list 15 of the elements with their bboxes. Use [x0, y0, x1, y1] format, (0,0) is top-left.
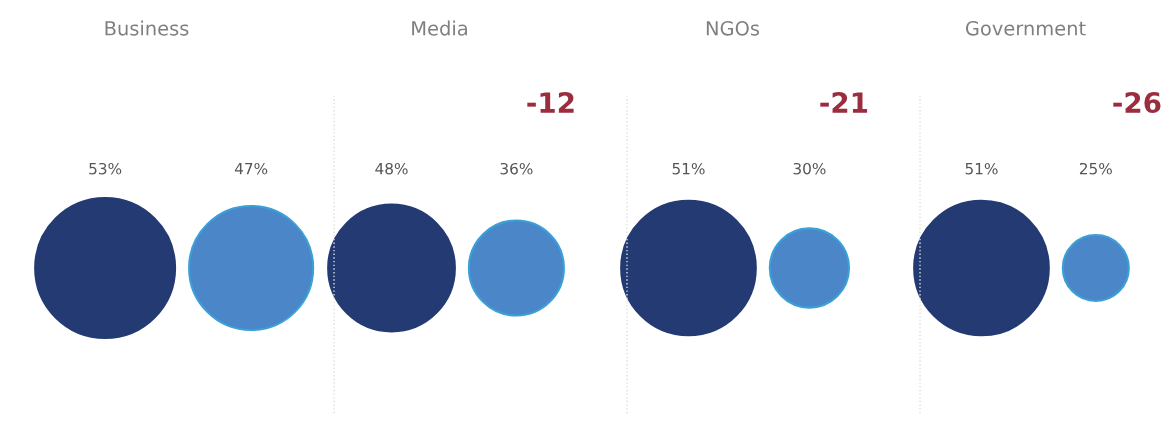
text: NGOs — [706, 20, 760, 36]
data-label: 51% — [672, 162, 705, 175]
text: -26 — [1113, 92, 1161, 114]
data-label: 47% — [234, 162, 268, 175]
text: Media — [412, 20, 467, 36]
data-label: 30% — [793, 162, 826, 175]
data-label: 48% — [375, 162, 408, 175]
data-label: 53% — [89, 162, 122, 175]
data-label: 25% — [1079, 162, 1112, 175]
text: Business — [105, 20, 189, 36]
text: -21 — [820, 92, 868, 113]
text: -12 — [527, 92, 574, 113]
data-label: 51% — [965, 162, 998, 175]
text: Government — [965, 20, 1086, 36]
data-label: 36% — [500, 162, 533, 175]
